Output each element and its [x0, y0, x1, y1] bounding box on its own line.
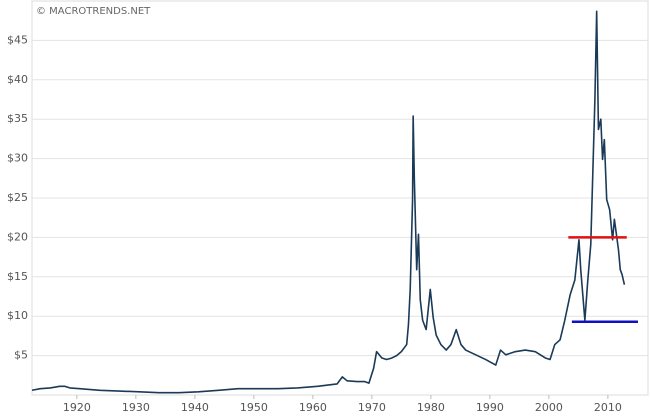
y-tick-label: $40	[7, 73, 28, 86]
x-tick-label: 2000	[535, 401, 563, 414]
y-tick-label: $5	[14, 349, 28, 362]
x-tick-label: 1930	[122, 401, 150, 414]
x-tick-label: 1950	[240, 401, 268, 414]
y-tick-label: $15	[7, 270, 28, 283]
x-tick-label: 1970	[358, 401, 386, 414]
y-tick-label: $20	[7, 230, 28, 243]
y-tick-label: $10	[7, 309, 28, 322]
x-tick-label: 1990	[476, 401, 504, 414]
y-tick-label: $30	[7, 152, 28, 165]
x-tick-label: 2010	[594, 401, 622, 414]
x-tick-label: 1940	[181, 401, 209, 414]
y-tick-label: $45	[7, 33, 28, 46]
x-tick-label: 1920	[63, 401, 91, 414]
line	[31, 10, 626, 394]
watermark: © MACROTRENDS.NET	[36, 6, 151, 17]
y-tick-label: $35	[7, 112, 28, 125]
x-tick-label: 1980	[417, 401, 445, 414]
y-tick-label: $25	[7, 191, 28, 204]
x-tick-label: 1960	[299, 401, 327, 414]
